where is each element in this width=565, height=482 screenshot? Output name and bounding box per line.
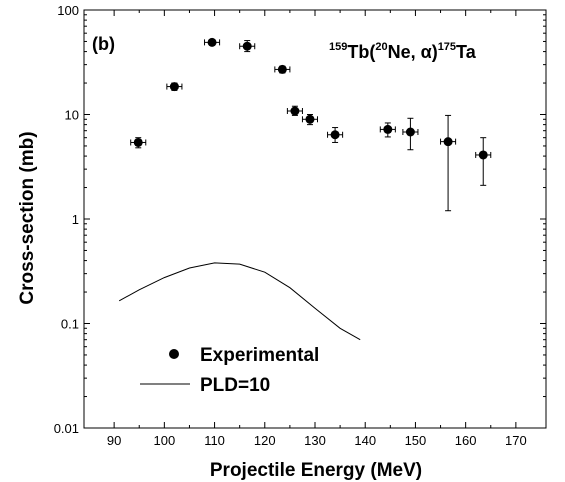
data-point-marker — [383, 124, 393, 134]
data-point — [440, 114, 457, 212]
x-tick-label: 110 — [204, 433, 225, 448]
y-tick-label: 0.1 — [61, 317, 79, 332]
data-point-marker — [277, 64, 287, 74]
data-point — [166, 82, 183, 92]
data-point — [475, 137, 492, 186]
pld-fit-curve — [118, 262, 361, 341]
data-point-marker — [330, 130, 340, 140]
pld-fit-line — [118, 262, 361, 341]
y-tick-label: 10 — [65, 108, 79, 123]
axis-ticks — [84, 9, 546, 429]
x-axis-title: Projectile Energy (MeV) — [210, 460, 422, 481]
target-symbol: Tb( — [347, 42, 375, 62]
x-tick-label: 100 — [153, 433, 175, 448]
product-mass-number: 175 — [438, 41, 456, 53]
data-point-marker — [405, 127, 415, 137]
data-point — [301, 114, 319, 126]
data-point — [286, 105, 303, 116]
data-point — [204, 37, 221, 47]
y-tick-label: 100 — [57, 3, 79, 18]
data-point — [327, 127, 344, 143]
x-tick-label: 90 — [107, 433, 121, 448]
x-tick-label: 160 — [455, 433, 477, 448]
data-point-marker — [478, 150, 488, 160]
data-point-marker — [169, 82, 179, 92]
ejectile-symbol: α — [421, 42, 432, 62]
product-symbol: Ta — [456, 42, 477, 62]
reaction-close-paren: ) — [432, 42, 438, 62]
y-tick-label: 0.01 — [54, 421, 79, 436]
experimental-points — [130, 37, 492, 212]
data-point — [274, 64, 291, 74]
data-point — [239, 40, 256, 53]
data-point — [379, 122, 396, 138]
x-tick-label: 150 — [405, 433, 427, 448]
data-point — [402, 117, 419, 151]
data-point-marker — [133, 137, 143, 147]
x-tick-label: 130 — [304, 433, 326, 448]
legend: Experimental PLD=10 — [140, 345, 319, 396]
x-tick-label: 170 — [505, 433, 527, 448]
panel-label: (b) — [92, 34, 115, 54]
legend-label-pld: PLD=10 — [200, 375, 270, 396]
projectile-symbol: Ne, — [388, 42, 421, 62]
x-tick-label: 120 — [254, 433, 276, 448]
legend-label-experimental: Experimental — [200, 345, 319, 366]
y-tick-label: 1 — [72, 212, 79, 227]
data-point-marker — [305, 114, 315, 124]
y-axis-title: Cross-section (mb) — [17, 131, 38, 304]
target-mass-number: 159 — [329, 41, 347, 53]
data-point-marker — [290, 106, 300, 116]
x-tick-label: 140 — [354, 433, 376, 448]
data-point-marker — [207, 37, 217, 47]
projectile-mass-number: 20 — [375, 41, 387, 53]
data-point — [130, 137, 147, 149]
legend-marker-experimental — [169, 349, 179, 359]
data-point-marker — [242, 41, 252, 51]
data-point-marker — [443, 137, 453, 147]
reaction-label: 159Tb(20Ne, α)175Ta — [329, 41, 477, 62]
